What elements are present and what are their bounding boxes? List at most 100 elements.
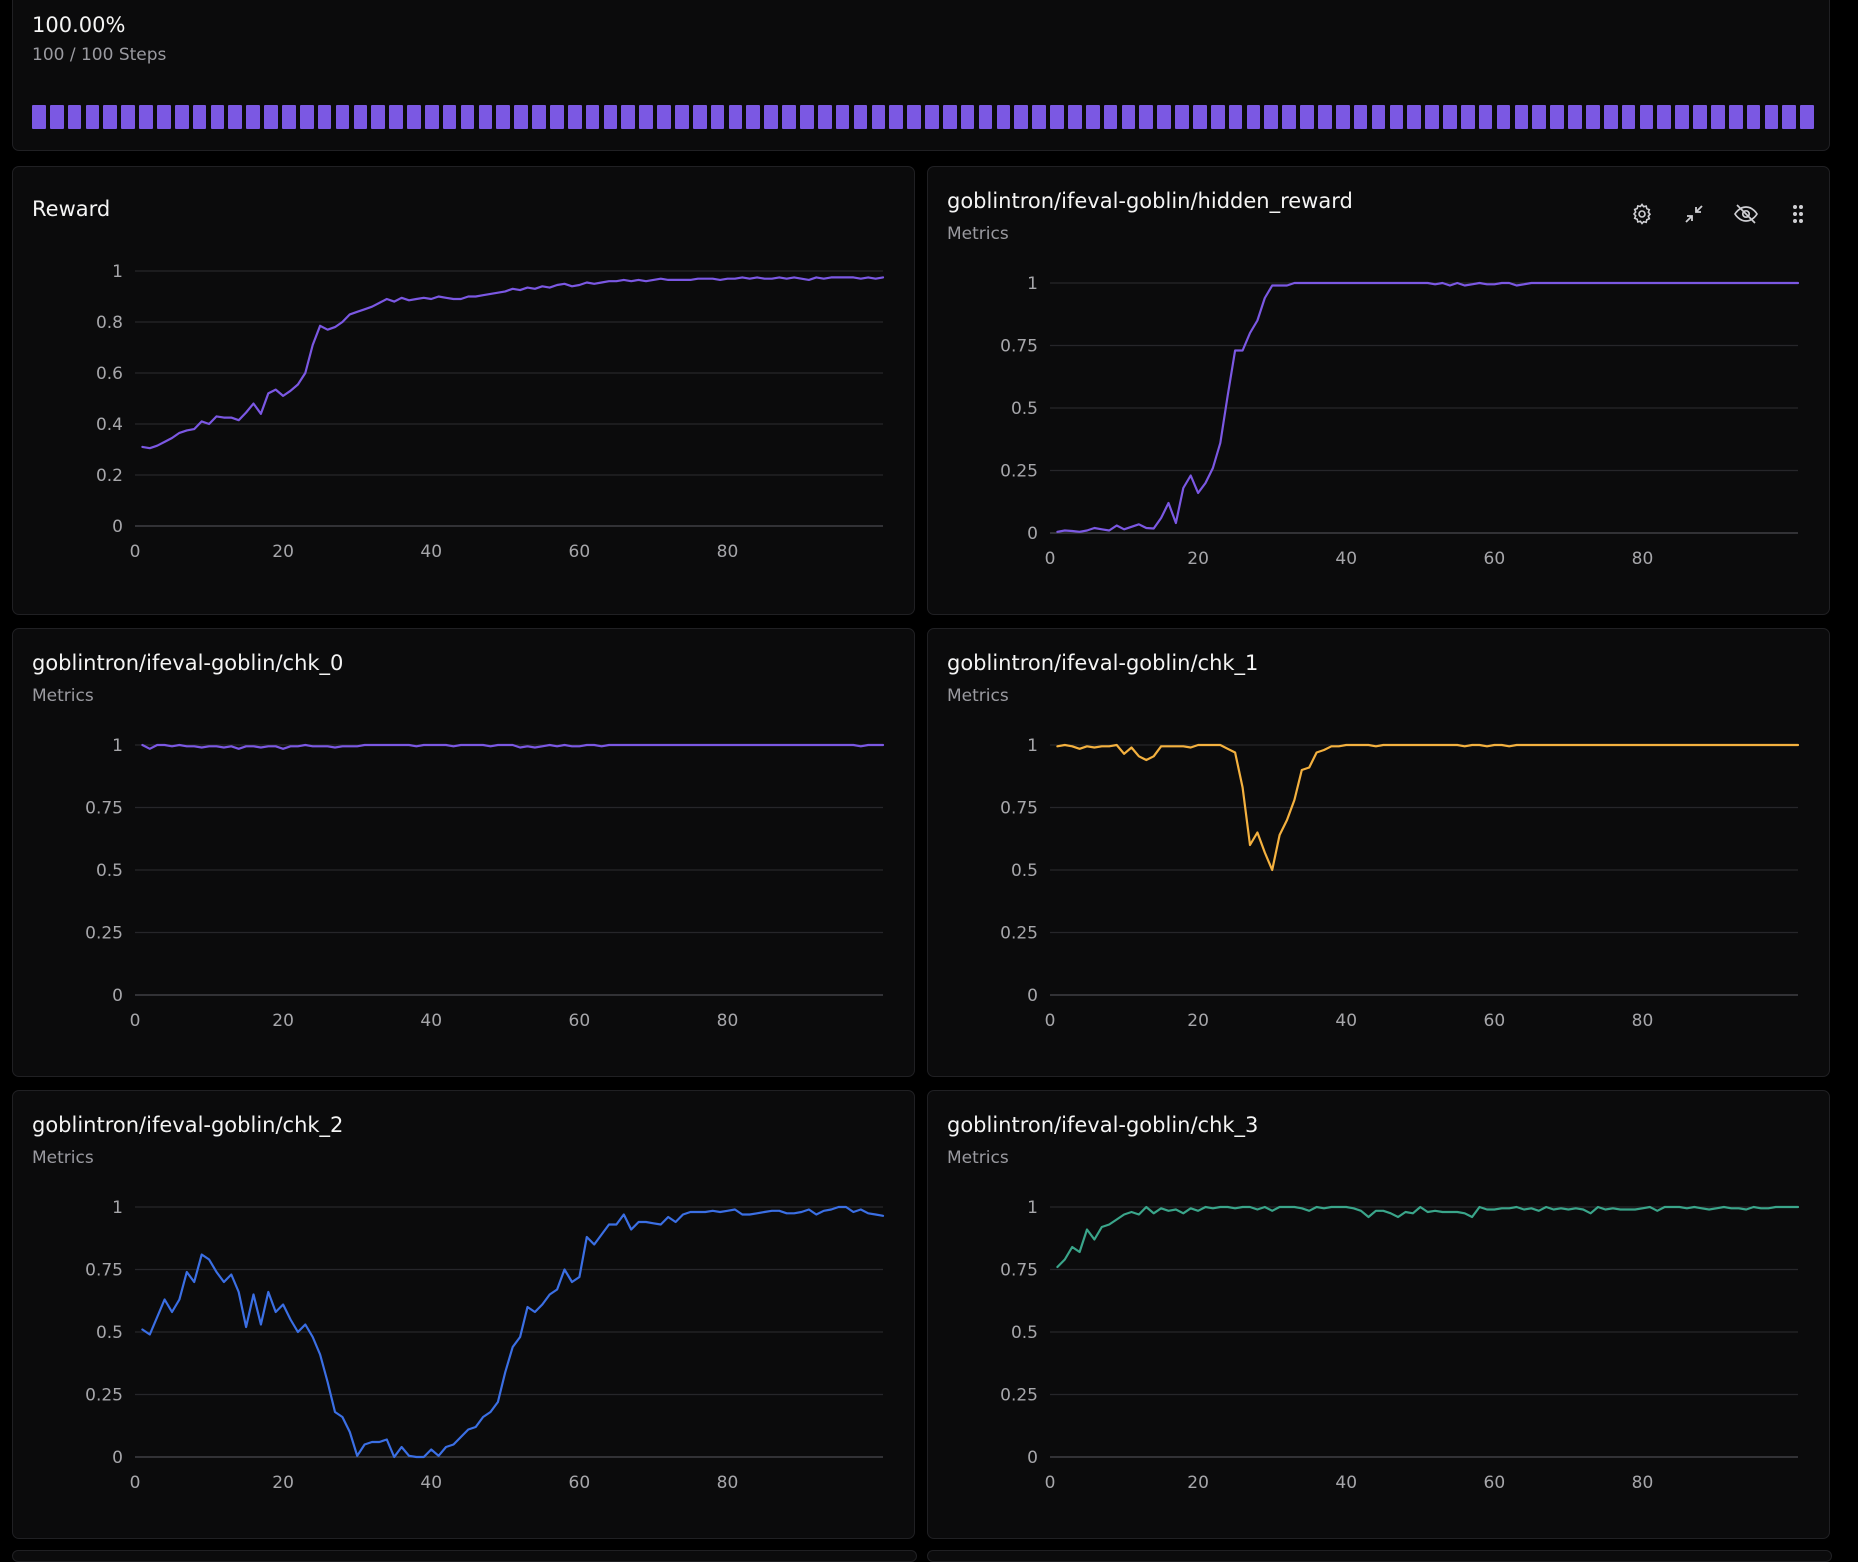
y-tick-label: 0 — [112, 1448, 123, 1468]
progress-segment — [1032, 105, 1046, 129]
progress-segment — [514, 105, 528, 129]
chart-title: goblintron/ifeval-goblin/hidden_reward — [947, 189, 1353, 213]
progress-segment — [228, 105, 243, 129]
y-tick-label: 0.5 — [96, 861, 123, 881]
progress-segment — [389, 105, 403, 129]
progress-segment — [49, 105, 64, 129]
y-tick-label: 0.75 — [1000, 337, 1038, 357]
drag-handle-icon[interactable] — [1785, 201, 1811, 227]
progress-segment — [85, 105, 100, 129]
x-tick-label: 40 — [420, 1473, 442, 1493]
progress-segment — [210, 105, 225, 129]
x-tick-label: 80 — [717, 542, 739, 562]
progress-segment — [1300, 105, 1314, 129]
progress-segment — [246, 105, 260, 129]
progress-segment — [657, 105, 671, 129]
y-tick-label: 1 — [112, 1198, 123, 1218]
y-tick-label: 0.75 — [85, 799, 123, 819]
progress-segment — [174, 105, 189, 129]
progress-panel: 100.00% 100 / 100 Steps — [12, 0, 1830, 151]
x-tick-label: 60 — [1484, 1011, 1506, 1031]
y-tick-label: 1 — [112, 736, 123, 756]
chart-subtitle: Metrics — [32, 1148, 94, 1168]
chart-subtitle: Metrics — [947, 224, 1009, 244]
next-panel-edge-right — [927, 1550, 1832, 1562]
progress-segment — [585, 105, 600, 129]
x-tick-label: 80 — [1632, 1011, 1654, 1031]
progress-segment — [460, 105, 475, 129]
progress-segment — [353, 105, 368, 129]
chart-panel: Reward 0 0.2 0.4 0.6 0.8 1 0 20 40 60 80 — [12, 166, 915, 615]
chart-panel: goblintron/ifeval-goblin/chk_1 Metrics 0 0.… — [927, 628, 1830, 1077]
progress-segment — [1639, 105, 1654, 129]
progress-segment — [424, 105, 439, 129]
y-tick-label: 0.75 — [85, 1261, 123, 1281]
y-tick-label: 0.5 — [1011, 861, 1038, 881]
chart-svg: 0 0.25 0.5 0.75 1 0 20 40 60 80 — [1000, 736, 1800, 1031]
progress-segment — [121, 105, 135, 129]
y-tick-label: 0.75 — [1000, 799, 1038, 819]
gear-icon[interactable] — [1629, 201, 1655, 227]
chart-panel: goblintron/ifeval-goblin/chk_0 Metrics 0 0.… — [12, 628, 915, 1077]
progress-segment — [1121, 105, 1136, 129]
progress-segment — [1460, 105, 1475, 129]
progress-segment — [639, 105, 653, 129]
x-tick-label: 0 — [1045, 549, 1056, 569]
progress-segment — [32, 105, 46, 129]
x-tick-label: 60 — [569, 542, 591, 562]
progress-segment — [1353, 105, 1368, 129]
y-tick-label: 0.5 — [1011, 399, 1038, 419]
progress-segment — [1371, 105, 1386, 129]
eye-off-icon[interactable] — [1733, 201, 1759, 227]
x-tick-label: 0 — [130, 1011, 141, 1031]
progress-segment — [442, 105, 457, 129]
progress-segment — [1067, 105, 1082, 129]
y-tick-label: 0.25 — [1000, 462, 1038, 482]
chart-panel: goblintron/ifeval-goblin/hidden_reward Me… — [927, 166, 1830, 615]
progress-segment — [496, 105, 511, 129]
chart-subtitle: Metrics — [32, 686, 94, 706]
chart-svg: 0 0.25 0.5 0.75 1 0 20 40 60 80 — [85, 1198, 885, 1493]
progress-segment — [1139, 105, 1154, 129]
progress-segment — [549, 105, 564, 129]
progress-segment — [692, 105, 707, 129]
progress-segment — [728, 105, 743, 129]
y-tick-label: 0.4 — [96, 415, 123, 435]
y-tick-label: 0.25 — [1000, 1386, 1038, 1406]
chart-svg: 0 0.25 0.5 0.75 1 0 20 40 60 80 — [1000, 1198, 1800, 1493]
series-line — [1056, 281, 1800, 533]
progress-segment — [746, 105, 761, 129]
progress-segment — [978, 105, 993, 129]
x-tick-label: 80 — [717, 1011, 739, 1031]
progress-segment — [1514, 105, 1529, 129]
progress-segment — [1568, 105, 1582, 129]
progress-segment — [1210, 105, 1225, 129]
progress-segment — [1228, 105, 1243, 129]
series-line — [141, 1205, 885, 1459]
x-tick-label: 20 — [272, 542, 294, 562]
progress-segment — [907, 105, 921, 129]
progress-segment — [1657, 105, 1672, 129]
progress-segment — [1764, 105, 1779, 129]
y-tick-label: 1 — [1027, 736, 1038, 756]
y-tick-label: 1 — [1027, 1198, 1038, 1218]
progress-segment — [1728, 105, 1743, 129]
progress-segment — [282, 105, 296, 129]
progress-segment — [1050, 105, 1064, 129]
y-tick-label: 0 — [112, 986, 123, 1006]
progress-segment — [942, 105, 957, 129]
chart-panel: goblintron/ifeval-goblin/chk_2 Metrics 0 0.… — [12, 1090, 915, 1539]
y-tick-label: 0.25 — [85, 924, 123, 944]
progress-segment — [264, 105, 278, 129]
progress-segment — [675, 105, 689, 129]
progress-segment — [1621, 105, 1636, 129]
y-tick-label: 0 — [112, 517, 123, 537]
progress-segment — [1193, 105, 1207, 129]
progress-segment — [1425, 105, 1439, 129]
y-tick-label: 0.75 — [1000, 1261, 1038, 1281]
progress-segment — [1603, 105, 1618, 129]
collapse-icon[interactable] — [1681, 201, 1707, 227]
y-tick-label: 0.8 — [96, 313, 123, 333]
series-line — [1056, 1205, 1800, 1269]
progress-segment — [800, 105, 814, 129]
